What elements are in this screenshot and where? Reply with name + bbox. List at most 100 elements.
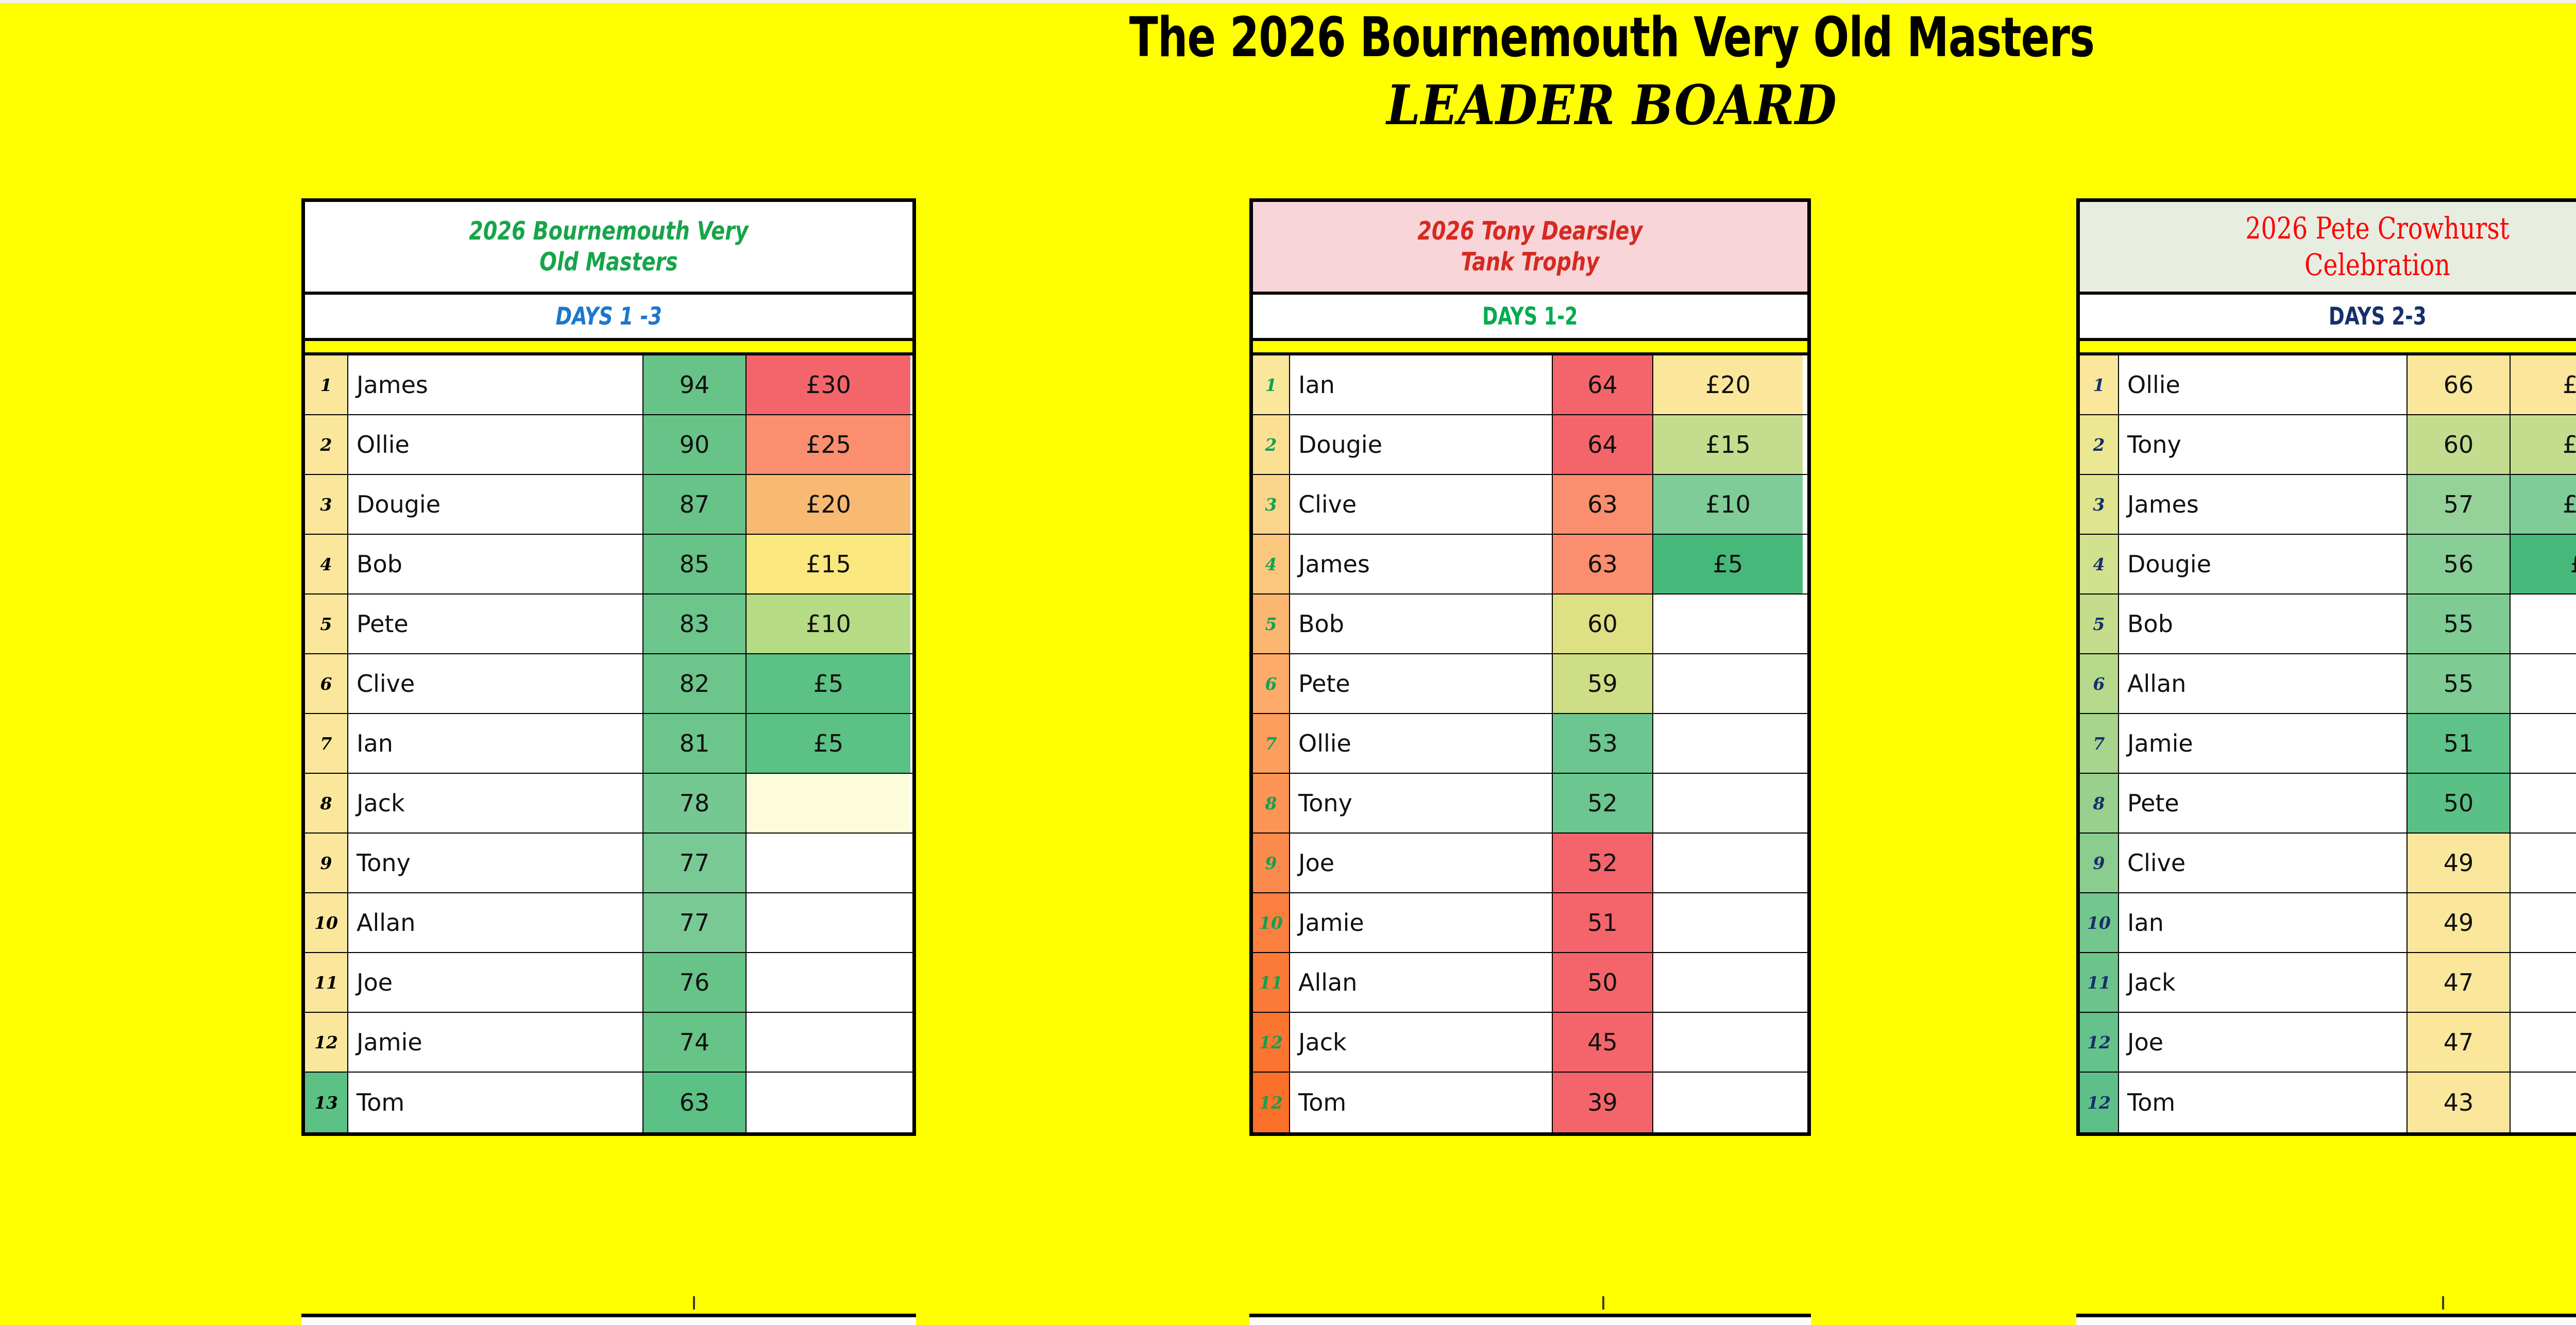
table-row[interactable]: 12 Tom 43	[2080, 1073, 2576, 1132]
table-row[interactable]: 13 Tom 63	[305, 1073, 912, 1132]
rank-cell: 11	[2080, 953, 2119, 1012]
prize-cell	[2511, 953, 2576, 1012]
table-row[interactable]: 11 Allan 50	[1253, 953, 1807, 1013]
score-cell: 94	[643, 355, 747, 414]
table-row[interactable]: 1 James 94 £30	[305, 355, 912, 415]
player-name-cell: Dougie	[1290, 415, 1553, 474]
player-name-cell: James	[348, 355, 643, 414]
table-row[interactable]: 4 Bob 85 £15	[305, 535, 912, 594]
table-row[interactable]: 2 Ollie 90 £25	[305, 415, 912, 475]
prize-cell	[2511, 834, 2576, 892]
board-title-line2: Old Masters	[539, 247, 678, 277]
score-cell: 63	[1553, 475, 1653, 534]
table-row[interactable]: 6 Clive 82 £5	[305, 654, 912, 714]
player-name-cell: Jamie	[348, 1013, 643, 1072]
score-cell: 56	[2408, 535, 2511, 593]
page-title: The 2026 Bournemouth Very Old Masters LE…	[0, 5, 2576, 137]
table-row[interactable]: 11 Jack 47	[2080, 953, 2576, 1013]
prize-cell: £15	[2511, 415, 2576, 474]
table-row[interactable]: 9 Tony 77	[305, 834, 912, 893]
table-row[interactable]: 2 Dougie 64 £15	[1253, 415, 1807, 475]
prize-cell: £20	[1653, 355, 1803, 414]
score-cell: 50	[1553, 953, 1653, 1012]
table-row[interactable]: 3 Dougie 87 £20	[305, 475, 912, 535]
prize-cell: £15	[1653, 415, 1803, 474]
table-row[interactable]: 11 Joe 76	[305, 953, 912, 1013]
table-row[interactable]: 10 Ian 49	[2080, 893, 2576, 953]
prize-cell: £5	[2511, 535, 2576, 593]
prize-cell	[2511, 654, 2576, 713]
page-title-line1: The 2026 Bournemouth Very Old Masters	[1129, 6, 2095, 69]
table-row[interactable]: 12 Jack 45	[1253, 1013, 1807, 1073]
rank-cell: 7	[2080, 714, 2119, 773]
score-cell: 60	[2408, 415, 2511, 474]
board-days-bournemouth: DAYS 1 -3	[305, 295, 912, 341]
prize-cell	[1653, 714, 1803, 773]
table-row[interactable]: 8 Pete 50	[2080, 774, 2576, 834]
player-name-cell: Ollie	[2119, 355, 2408, 414]
prize-cell	[1653, 1073, 1803, 1132]
prize-cell	[747, 1013, 910, 1072]
player-name-cell: Ollie	[348, 415, 643, 474]
player-name-cell: Jack	[1290, 1013, 1553, 1072]
table-row[interactable]: 12 Jamie 74	[305, 1013, 912, 1073]
table-row[interactable]: 6 Allan 55	[2080, 654, 2576, 714]
table-row[interactable]: 4 James 63 £5	[1253, 535, 1807, 594]
table-row[interactable]: 9 Joe 52	[1253, 834, 1807, 893]
player-name-cell: James	[2119, 475, 2408, 534]
clipped-column-tick	[1602, 1296, 1604, 1310]
table-row[interactable]: 7 Ollie 53	[1253, 714, 1807, 774]
table-row[interactable]: 7 Ian 81 £5	[305, 714, 912, 774]
prize-cell	[2511, 1073, 2576, 1132]
table-row[interactable]: 12 Joe 47	[2080, 1013, 2576, 1073]
table-row[interactable]: 9 Clive 49	[2080, 834, 2576, 893]
score-cell: 76	[643, 953, 747, 1012]
prize-cell: £30	[747, 355, 910, 414]
table-row[interactable]: 6 Pete 59	[1253, 654, 1807, 714]
rank-cell: 12	[305, 1013, 348, 1072]
board-title-line2: Celebration	[2304, 247, 2451, 282]
board-spacer	[1253, 341, 1807, 355]
clipped-column-tick	[693, 1296, 695, 1310]
table-row[interactable]: 8 Tony 52	[1253, 774, 1807, 834]
score-cell: 90	[643, 415, 747, 474]
rank-cell: 8	[305, 774, 348, 833]
rank-cell: 8	[1253, 774, 1290, 833]
score-cell: 45	[1553, 1013, 1653, 1072]
rank-cell: 5	[305, 594, 348, 653]
table-row[interactable]: 10 Allan 77	[305, 893, 912, 953]
player-name-cell: Clive	[1290, 475, 1553, 534]
board-spacer	[305, 341, 912, 355]
player-name-cell: Joe	[348, 953, 643, 1012]
board-title-line2: Tank Trophy	[1461, 247, 1600, 277]
rank-cell: 5	[1253, 594, 1290, 653]
score-cell: 55	[2408, 654, 2511, 713]
prize-cell	[2511, 1013, 2576, 1072]
player-name-cell: Tony	[2119, 415, 2408, 474]
table-row[interactable]: 8 Jack 78	[305, 774, 912, 834]
player-name-cell: Jamie	[2119, 714, 2408, 773]
table-row[interactable]: 5 Pete 83 £10	[305, 594, 912, 654]
player-name-cell: Allan	[2119, 654, 2408, 713]
score-cell: 74	[643, 1013, 747, 1072]
score-cell: 63	[643, 1073, 747, 1132]
clipped-column-tick	[2442, 1296, 2444, 1310]
table-row[interactable]: 1 Ian 64 £20	[1253, 355, 1807, 415]
table-row[interactable]: 5 Bob 60	[1253, 594, 1807, 654]
player-name-cell: Tom	[2119, 1073, 2408, 1132]
table-row[interactable]: 10 Jamie 51	[1253, 893, 1807, 953]
table-row[interactable]: 5 Bob 55	[2080, 594, 2576, 654]
table-row[interactable]: 12 Tom 39	[1253, 1073, 1807, 1132]
table-row[interactable]: 3 Clive 63 £10	[1253, 475, 1807, 535]
rank-cell: 2	[2080, 415, 2119, 474]
rank-cell: 9	[305, 834, 348, 892]
score-cell: 50	[2408, 774, 2511, 833]
table-row[interactable]: 7 Jamie 51	[2080, 714, 2576, 774]
prize-cell: £5	[747, 654, 910, 713]
rank-cell: 5	[2080, 594, 2119, 653]
leaderboard-tony-dearsley-tank-trophy: 2026 Tony Dearsley Tank Trophy DAYS 1-2 …	[1249, 198, 1811, 1136]
